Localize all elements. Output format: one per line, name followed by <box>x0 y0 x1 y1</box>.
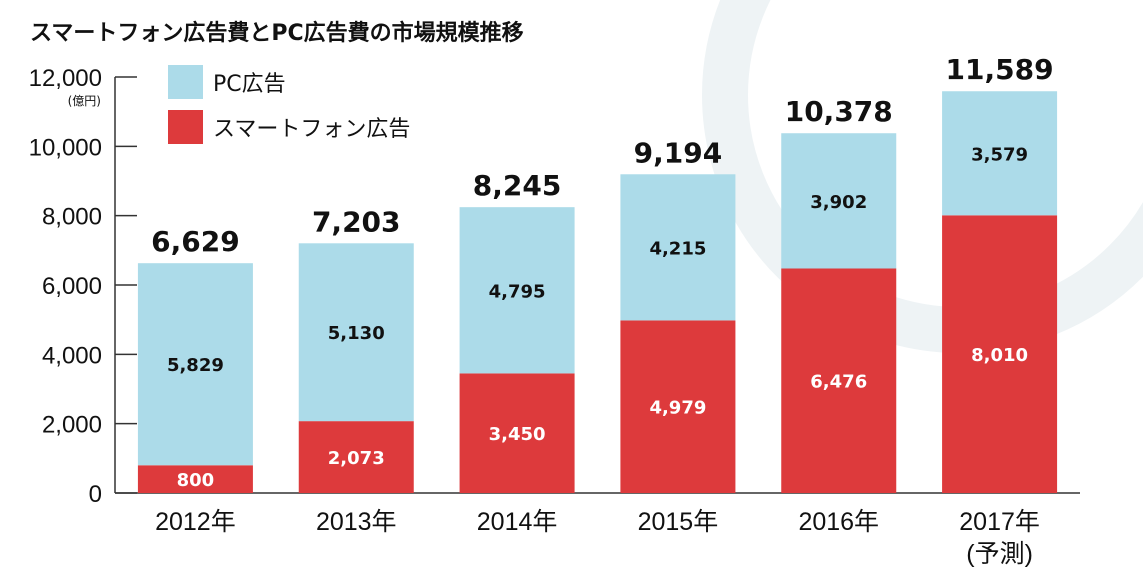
bar-segment <box>620 174 736 321</box>
bar-segment <box>620 320 736 493</box>
segment-value-label: 4,795 <box>489 281 546 302</box>
y-tick-label: 0 <box>89 481 102 508</box>
segment-value-label: 8,010 <box>971 345 1028 366</box>
bar-segment <box>298 243 414 422</box>
bar-segment <box>781 268 897 493</box>
bar-segment <box>459 373 575 493</box>
legend-swatch <box>168 110 203 144</box>
bar-total-label: 7,203 <box>312 205 401 238</box>
x-category-label: 2014年 <box>477 508 558 536</box>
segment-value-label: 6,476 <box>810 372 867 393</box>
y-tick-label: 12,000 <box>29 65 102 92</box>
y-tick-label: 4,000 <box>42 342 102 369</box>
bar-segment <box>137 263 253 466</box>
segment-value-label: 2,073 <box>328 448 385 469</box>
bar-total-label: 6,629 <box>151 225 240 258</box>
bar-total-label: 11,589 <box>946 53 1054 86</box>
segment-value-label: 4,979 <box>649 398 706 419</box>
bar-segment <box>459 207 575 374</box>
bar-segment <box>942 215 1058 493</box>
bar-segment <box>781 133 897 269</box>
bar-segment <box>137 465 253 493</box>
segment-value-label: 3,902 <box>810 192 867 213</box>
segment-value-label: 5,829 <box>167 355 224 376</box>
segment-value-label: 800 <box>177 470 215 491</box>
segment-value-label: 3,579 <box>971 144 1028 165</box>
bar-segment <box>298 421 414 493</box>
y-unit-label: (億円) <box>68 94 101 108</box>
legend-label: PC広告 <box>213 72 286 97</box>
x-category-label: 2013年 <box>316 508 397 536</box>
bar-total-label: 8,245 <box>473 169 562 202</box>
bar-segment <box>942 91 1058 216</box>
x-category-label: 2016年 <box>798 508 879 536</box>
segment-value-label: 3,450 <box>489 424 546 445</box>
chart-title: スマートフォン広告費とPC広告費の市場規模推移 <box>30 20 524 46</box>
y-tick-label: 2,000 <box>42 412 102 439</box>
segment-value-label: 5,130 <box>328 323 385 344</box>
x-category-label: 2015年 <box>638 508 719 536</box>
x-category-note: (予測) <box>966 540 1033 568</box>
bar-total-label: 10,378 <box>785 95 893 128</box>
bar-total-label: 9,194 <box>634 136 723 169</box>
segment-value-label: 4,215 <box>649 238 706 259</box>
legend-swatch <box>168 65 203 99</box>
legend-label: スマートフォン広告 <box>213 117 410 142</box>
y-tick-label: 10,000 <box>29 134 102 161</box>
x-category-label: 2017年 <box>959 508 1040 536</box>
y-tick-label: 6,000 <box>42 273 102 300</box>
x-category-label: 2012年 <box>155 508 236 536</box>
y-tick-label: 8,000 <box>42 204 102 231</box>
